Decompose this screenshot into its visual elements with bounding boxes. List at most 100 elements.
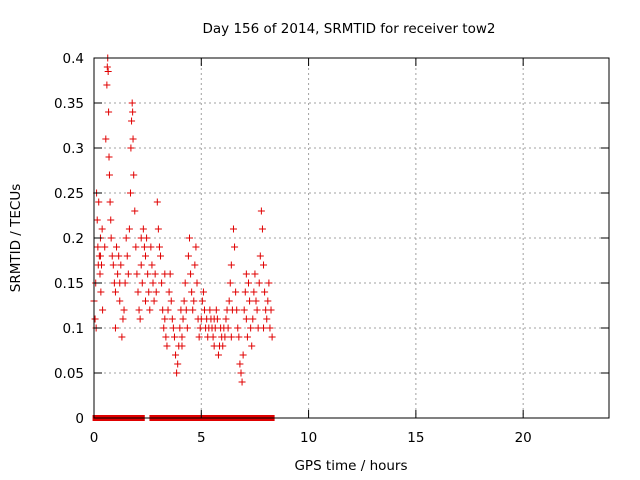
data-point [264, 297, 272, 305]
x-axis-label: GPS time / hours [294, 458, 407, 474]
data-point [209, 333, 217, 341]
data-point [131, 207, 139, 215]
data-point [109, 261, 117, 269]
data-point [161, 270, 169, 278]
data-point [108, 252, 116, 260]
data-point [251, 270, 259, 278]
data-point [178, 342, 186, 350]
data-point [120, 306, 128, 314]
y-tick-label: 0.15 [54, 276, 84, 292]
data-point [151, 270, 159, 278]
x-tick-label: 5 [197, 430, 206, 446]
data-point [229, 225, 237, 233]
data-point [233, 306, 241, 314]
data-point [115, 252, 123, 260]
data-point [190, 297, 198, 305]
data-point [142, 297, 149, 305]
data-points [90, 54, 276, 421]
data-point [155, 243, 163, 251]
data-point [252, 297, 260, 305]
data-point [137, 234, 145, 242]
data-point [147, 243, 155, 251]
data-point [107, 216, 115, 224]
data-point [158, 279, 166, 287]
data-point [152, 288, 160, 296]
data-point [105, 108, 113, 116]
x-tick-label: 15 [407, 430, 424, 446]
tick-labels: 0 0.05 0.1 0.15 0.2 0.25 0.3 0.35 0.4 0 5 10 15 20 [54, 51, 532, 446]
data-point [261, 288, 269, 296]
data-point [243, 333, 251, 341]
data-point [160, 324, 168, 332]
data-point [93, 216, 101, 224]
data-point [126, 189, 134, 197]
data-point [257, 207, 265, 215]
y-tick-label: 0.2 [63, 231, 84, 247]
data-point [140, 243, 148, 251]
data-point [111, 324, 119, 332]
data-point [256, 252, 264, 260]
data-point [232, 288, 240, 296]
data-point [124, 270, 132, 278]
data-point [98, 225, 106, 233]
data-point [128, 99, 136, 107]
data-point [249, 315, 257, 323]
data-point [253, 306, 261, 314]
data-point [162, 333, 170, 341]
data-point [105, 153, 113, 161]
data-point [188, 288, 196, 296]
y-tick-label: 0.05 [54, 366, 84, 382]
data-point [142, 252, 149, 260]
plot-frame [93, 57, 610, 419]
axis-ticks [93, 57, 609, 419]
data-point [146, 306, 154, 314]
data-point [231, 243, 239, 251]
data-point [165, 288, 173, 296]
data-point [99, 306, 107, 314]
data-point [137, 261, 145, 269]
data-point [116, 279, 124, 287]
data-point [119, 315, 127, 323]
x-tick-label: 10 [300, 430, 317, 446]
data-point [91, 315, 99, 323]
data-point [239, 351, 247, 359]
data-point [189, 306, 197, 314]
data-point [113, 243, 121, 251]
data-point [111, 288, 119, 296]
data-point [114, 270, 122, 278]
data-point [118, 333, 126, 341]
data-point [127, 144, 135, 152]
data-point [187, 270, 195, 278]
data-point [225, 297, 233, 305]
data-point [198, 297, 206, 305]
data-point [107, 234, 115, 242]
data-point [106, 198, 114, 206]
data-point [136, 315, 144, 323]
data-point [184, 252, 192, 260]
data-point [221, 333, 229, 341]
data-point [123, 252, 131, 260]
data-point [98, 261, 106, 269]
data-point [247, 324, 255, 332]
data-point [227, 261, 235, 269]
data-point [116, 297, 124, 305]
data-point [214, 351, 222, 359]
data-point [173, 369, 181, 377]
data-point [96, 270, 104, 278]
data-point [167, 297, 175, 305]
data-point [164, 306, 172, 314]
data-point [95, 198, 103, 206]
y-tick-label: 0.1 [63, 321, 84, 337]
data-point [242, 315, 250, 323]
data-point [129, 135, 137, 143]
x-tick-label: 20 [515, 430, 532, 446]
data-point [148, 261, 156, 269]
data-point [240, 306, 248, 314]
data-point [117, 261, 125, 269]
data-point [104, 68, 112, 75]
data-point [193, 279, 201, 287]
data-point [96, 252, 104, 260]
data-point [246, 297, 254, 305]
data-point [192, 243, 200, 251]
